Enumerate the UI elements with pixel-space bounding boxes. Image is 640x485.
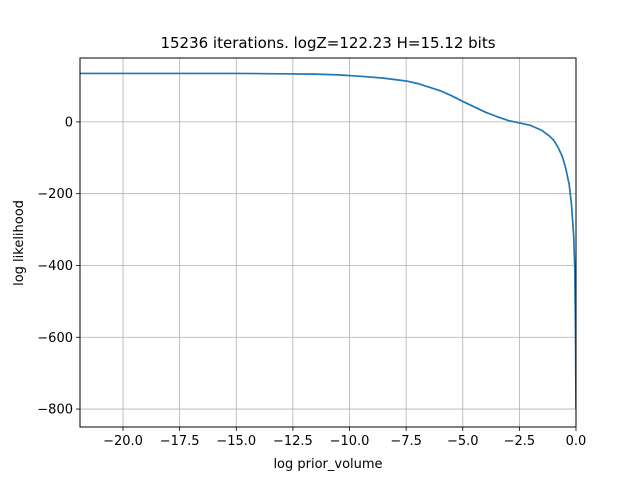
plot-lines — [80, 72, 576, 410]
x-tick-label: 0.0 — [566, 434, 587, 449]
y-tick-label: −400 — [37, 259, 73, 274]
y-tick-label: −200 — [37, 187, 73, 202]
x-tick-label: −2.5 — [504, 434, 536, 449]
series-line — [80, 72, 576, 410]
y-tick-label: 0 — [65, 115, 73, 130]
y-tick-label: −800 — [37, 403, 73, 418]
x-tick-label: −10.0 — [330, 434, 370, 449]
x-tick-label: −20.0 — [103, 434, 143, 449]
x-axis-label: log prior_volume — [273, 457, 382, 472]
chart-title: 15236 iterations. logZ=122.23 H=15.12 bi… — [160, 34, 495, 52]
x-tick-label: −17.5 — [160, 434, 200, 449]
grid — [80, 58, 577, 427]
axis-ticks: −20.0 −17.5 −15.0 −12.5 −10.0 −7.5 −5.0 −2.5 0.0… — [37, 115, 586, 449]
x-tick-label: −12.5 — [273, 434, 313, 449]
plot-area-frame — [79, 57, 577, 428]
x-tick-label: −15.0 — [216, 434, 256, 449]
x-tick-label: −5.0 — [447, 434, 479, 449]
y-axis-label: log likelihood — [12, 200, 27, 286]
y-tick-label: −600 — [37, 331, 73, 346]
x-tick-label: −7.5 — [390, 434, 422, 449]
